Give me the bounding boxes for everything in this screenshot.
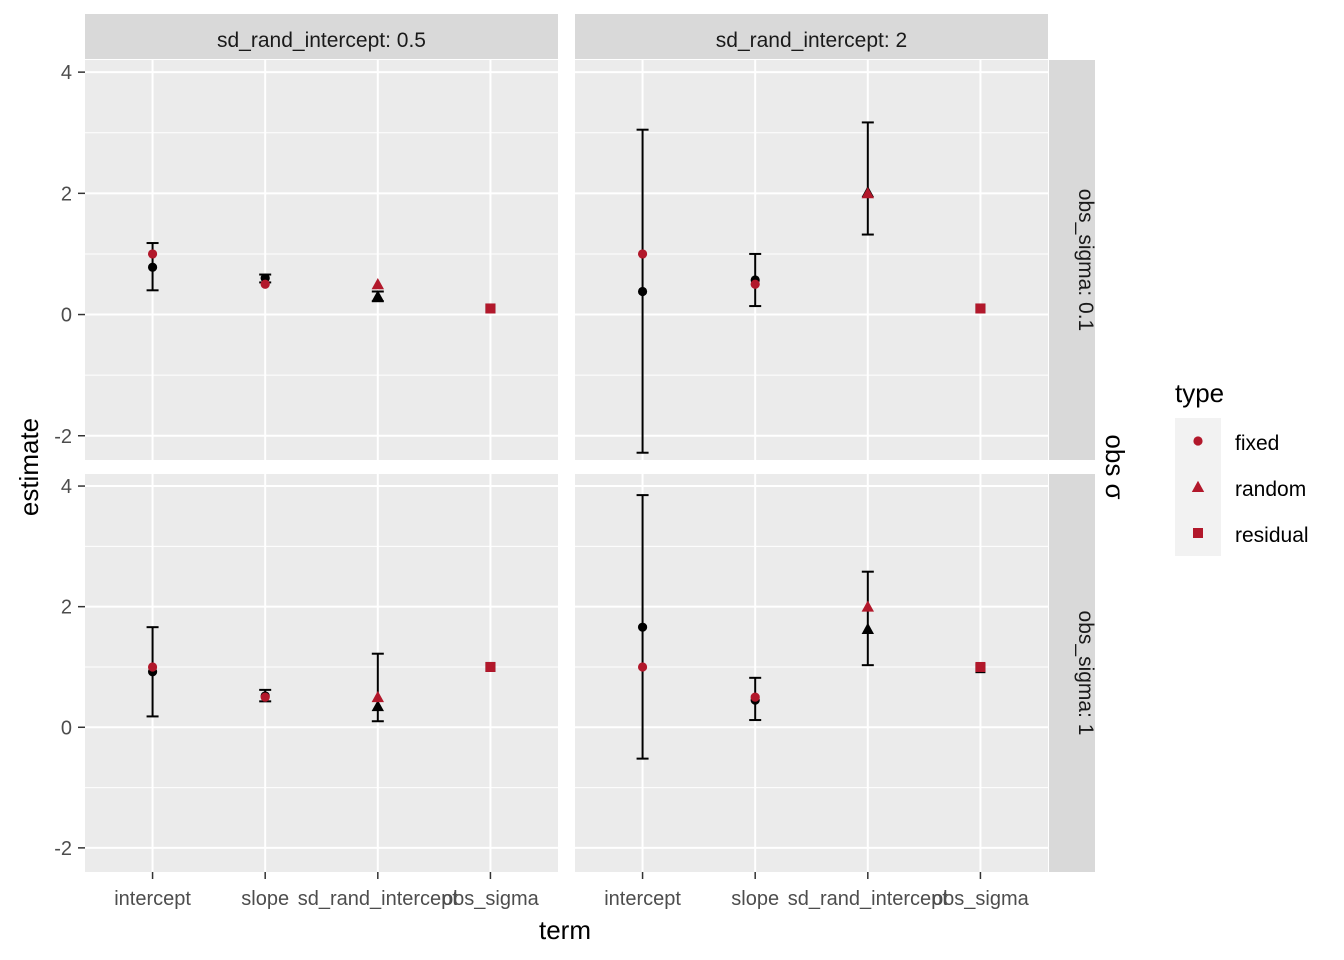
true-value-point-intercept [147,249,158,259]
strip-background [85,14,558,59]
panel-r0-c1 [575,60,1048,460]
errorbar-sd_rand_intercept [861,570,874,667]
true-value-point-slope [750,692,760,702]
legend-label-random: random [1235,478,1306,501]
estimate-point-sd_rand_intercept [861,622,875,634]
y-axis-title: estimate [14,418,44,516]
column-strip-label: sd_rand_intercept: 0.5 [217,29,426,52]
row-facet-title: obs σ [1100,434,1130,499]
legend-key-fixed [1193,436,1203,446]
legend: type fixed random residual [1175,378,1309,556]
x-tick-label: slope [731,888,779,910]
true-value-point-slope [260,692,270,702]
true-value-point-intercept [637,249,648,259]
true-value-point-slope [750,279,760,289]
y-tick-label: 0 [61,305,72,327]
row-strip-1: obs_sigma: 1 [1049,474,1097,872]
x-tick-label: obs_sigma [932,888,1030,910]
estimate-point-intercept [637,286,648,297]
y-tick-label: -2 [54,838,72,860]
row-strip-label: obs_sigma: 0.1 [1074,189,1097,331]
true-value-point-sd_rand_intercept [371,278,385,290]
true-value-point-obs_sigma [975,661,986,672]
strip-background [1049,474,1095,872]
x-tick-label: sd_rand_intercept [788,888,949,910]
estimate-point-sd_rand_intercept [371,290,385,302]
panel-background [85,60,558,460]
estimate-point-intercept [147,262,158,272]
legend-label-fixed: fixed [1235,432,1279,455]
y-tick-label: 2 [61,597,72,619]
true-value-point-obs_sigma [485,303,496,314]
true-value-point-sd_rand_intercept [371,690,385,703]
strip-background [1049,60,1095,460]
estimate-point-intercept [637,622,648,632]
column-strip-1: sd_rand_intercept: 2 [575,14,1048,59]
panels-layer [85,60,1048,872]
true-value-point-intercept [637,662,648,672]
strip-background [575,14,1048,59]
x-tick-label: obs_sigma [442,888,540,910]
panel-r1-c0 [85,474,558,872]
y-tick-label: 4 [61,62,72,84]
column-strip-label: sd_rand_intercept: 2 [716,29,907,52]
legend-title: type [1175,378,1224,408]
estimate-point-sd_rand_intercept [371,699,385,712]
panel-background [85,474,558,872]
axes-layer: sd_rand_intercept: 0.5 sd_rand_intercept:… [54,14,1097,910]
x-tick-label: intercept [604,888,681,910]
panel-r1-c1 [575,474,1048,872]
panel-background [575,474,1048,872]
legend-entries: fixed random residual [1191,432,1309,547]
true-value-point-intercept [147,662,158,672]
true-value-point-obs_sigma [485,661,496,672]
true-value-point-sd_rand_intercept [861,187,875,199]
row-strip-0: obs_sigma: 0.1 [1049,60,1097,460]
y-tick-label: 2 [61,183,72,205]
row-strip-label: obs_sigma: 1 [1074,611,1097,736]
true-value-point-slope [260,279,270,289]
legend-key-random [1191,480,1205,492]
y-tick-label: 0 [61,717,72,739]
x-tick-label: intercept [114,888,191,910]
y-tick-label: -2 [54,426,72,448]
legend-label-residual: residual [1235,524,1309,547]
column-strip-0: sd_rand_intercept: 0.5 [85,14,558,59]
legend-key-residual [1193,528,1203,538]
true-value-point-sd_rand_intercept [861,600,875,612]
errorbar-sd_rand_intercept [861,121,874,236]
panel-background [575,60,1048,460]
x-tick-label: slope [241,888,289,910]
panel-r0-c0 [85,60,558,460]
x-axis-title: term [539,915,591,945]
y-tick-label: 4 [61,476,72,498]
x-tick-label: sd_rand_intercept [298,888,459,910]
true-value-point-obs_sigma [975,303,986,314]
